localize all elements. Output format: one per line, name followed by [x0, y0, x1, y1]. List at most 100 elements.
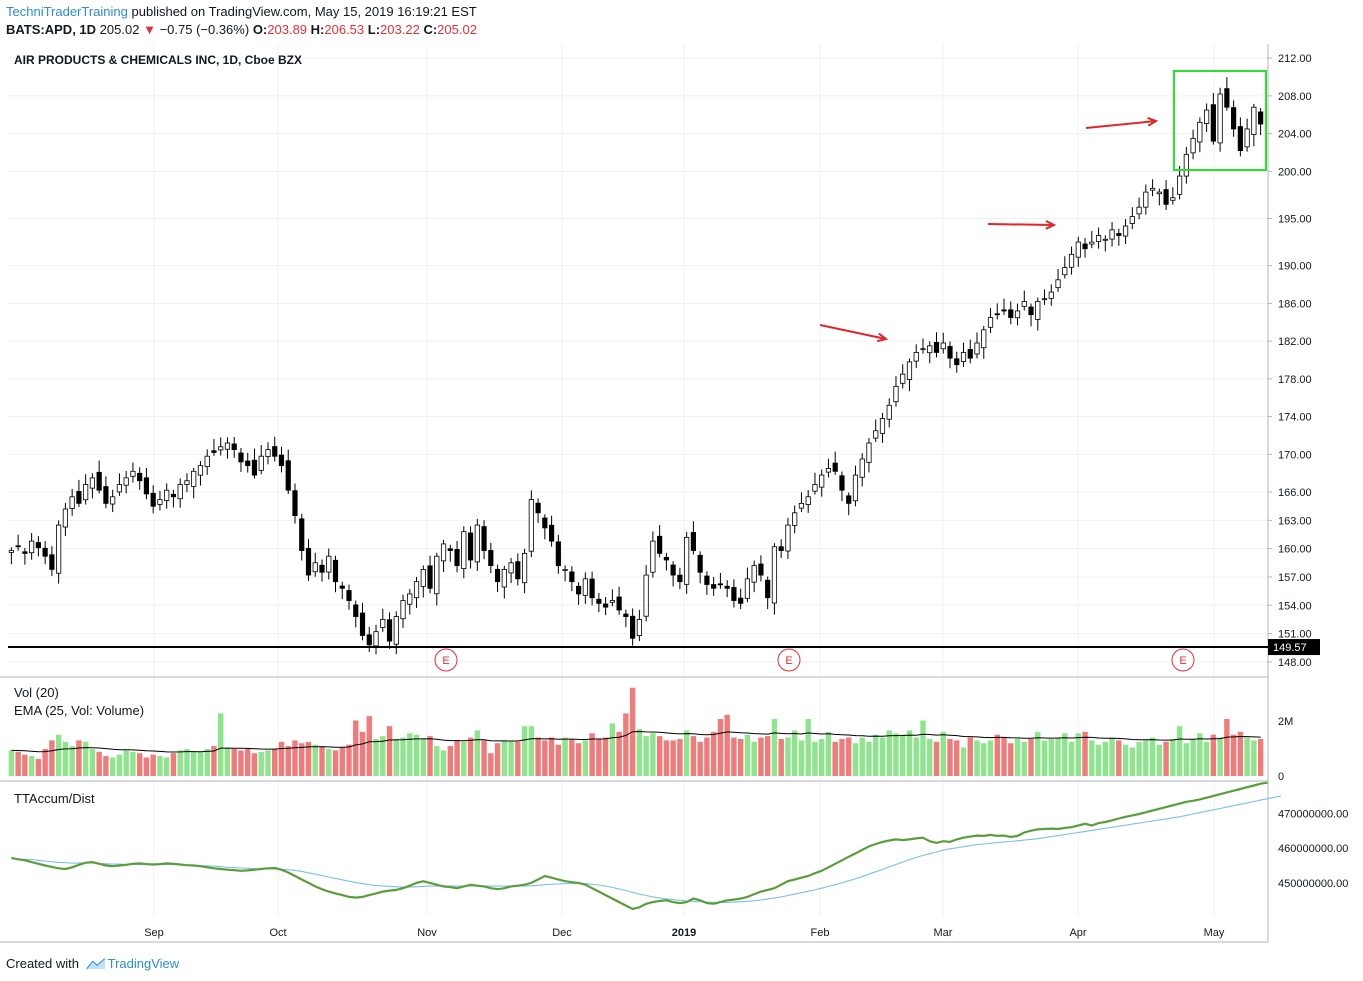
volume-bar[interactable]: [764, 736, 771, 776]
volume-bar[interactable]: [650, 733, 656, 776]
candle[interactable]: [1251, 103, 1257, 147]
earnings-marker[interactable]: E: [434, 648, 458, 672]
candle[interactable]: [211, 439, 217, 456]
candle[interactable]: [900, 364, 906, 389]
candle[interactable]: [62, 502, 68, 537]
candle[interactable]: [258, 445, 264, 475]
volume-bar[interactable]: [1028, 738, 1034, 776]
volume-bar[interactable]: [190, 751, 197, 776]
volume-bar[interactable]: [22, 754, 28, 776]
volume-bar[interactable]: [670, 740, 676, 776]
candle[interactable]: [15, 534, 21, 551]
volume-bar[interactable]: [1217, 737, 1223, 776]
volume-bar[interactable]: [866, 741, 872, 776]
candle[interactable]: [1204, 103, 1210, 133]
volume-bar[interactable]: [481, 740, 487, 776]
volume-bar[interactable]: [366, 716, 372, 776]
volume-bar[interactable]: [663, 740, 670, 776]
volume-bar[interactable]: [1251, 740, 1257, 776]
candle[interactable]: [501, 565, 507, 599]
candle[interactable]: [771, 543, 778, 615]
volume-bar[interactable]: [467, 737, 474, 776]
volume-bar[interactable]: [285, 746, 291, 776]
candle[interactable]: [22, 547, 28, 565]
volume-bar[interactable]: [400, 737, 406, 776]
candle[interactable]: [231, 437, 237, 458]
volume-bar[interactable]: [596, 738, 602, 776]
candle[interactable]: [555, 534, 561, 574]
candle[interactable]: [35, 536, 41, 557]
candle[interactable]: [447, 544, 453, 562]
candle[interactable]: [42, 541, 48, 565]
candle[interactable]: [663, 552, 669, 571]
candle[interactable]: [1156, 188, 1162, 206]
candle[interactable]: [994, 303, 1000, 320]
candle[interactable]: [1095, 227, 1102, 249]
candle[interactable]: [866, 437, 872, 473]
volume-bar[interactable]: [1170, 738, 1176, 776]
candle[interactable]: [1244, 118, 1250, 152]
candle[interactable]: [879, 412, 886, 443]
volume-bar[interactable]: [1156, 744, 1163, 776]
volume-bar[interactable]: [785, 737, 791, 776]
publisher-link[interactable]: TechniTraderTraining: [6, 4, 128, 19]
candle[interactable]: [1136, 197, 1142, 220]
volume-bar[interactable]: [873, 734, 879, 776]
candle[interactable]: [1149, 179, 1156, 197]
candle[interactable]: [690, 521, 696, 555]
volume-bar[interactable]: [643, 736, 649, 776]
volume-bar[interactable]: [69, 746, 75, 776]
candle[interactable]: [1217, 87, 1223, 152]
candle[interactable]: [1183, 146, 1189, 184]
volume-bar[interactable]: [1014, 738, 1021, 776]
volume-bar[interactable]: [717, 719, 724, 776]
volume-bar[interactable]: [130, 751, 136, 776]
volume-bar[interactable]: [353, 720, 359, 776]
volume-bar[interactable]: [386, 726, 393, 776]
candle[interactable]: [467, 526, 474, 569]
candle[interactable]: [56, 520, 62, 584]
volume-bar[interactable]: [704, 737, 710, 776]
volume-bar[interactable]: [278, 741, 285, 776]
candle[interactable]: [1258, 107, 1264, 136]
volume-bar[interactable]: [224, 747, 231, 776]
candle[interactable]: [1048, 284, 1054, 306]
volume-bar[interactable]: [76, 740, 82, 776]
candle[interactable]: [630, 608, 636, 646]
volume-bar[interactable]: [967, 737, 973, 776]
candle[interactable]: [1176, 165, 1183, 200]
volume-bar[interactable]: [258, 751, 264, 776]
volume-bar[interactable]: [1095, 744, 1102, 776]
candle[interactable]: [1082, 237, 1088, 258]
candle[interactable]: [832, 451, 838, 475]
candle[interactable]: [427, 555, 433, 594]
candle[interactable]: [1170, 187, 1176, 205]
candle[interactable]: [177, 478, 183, 508]
volume-bar[interactable]: [846, 737, 852, 776]
volume-bar[interactable]: [697, 741, 703, 776]
volume-bar[interactable]: [886, 730, 892, 776]
volume-bar[interactable]: [1244, 737, 1250, 776]
candles[interactable]: [8, 77, 1264, 655]
volume-bar[interactable]: [582, 740, 589, 776]
candle[interactable]: [920, 338, 926, 354]
candle[interactable]: [481, 520, 487, 560]
volume-bar[interactable]: [116, 754, 123, 776]
candle[interactable]: [576, 582, 582, 605]
volume-bar[interactable]: [893, 733, 899, 776]
volume-bar[interactable]: [1136, 741, 1142, 776]
candle[interactable]: [609, 589, 615, 607]
candle[interactable]: [366, 626, 372, 652]
volume-bar[interactable]: [494, 743, 501, 776]
volume-bar[interactable]: [771, 719, 778, 776]
volume-bar[interactable]: [15, 751, 21, 776]
candle[interactable]: [650, 531, 656, 578]
volume-bar[interactable]: [812, 741, 818, 776]
volume-bar[interactable]: [339, 747, 345, 776]
candle[interactable]: [731, 579, 737, 608]
volume-bar[interactable]: [89, 748, 96, 776]
candle[interactable]: [278, 446, 285, 473]
volume-bar[interactable]: [1062, 733, 1068, 776]
volume-bar[interactable]: [1163, 741, 1169, 776]
candle[interactable]: [184, 473, 190, 493]
